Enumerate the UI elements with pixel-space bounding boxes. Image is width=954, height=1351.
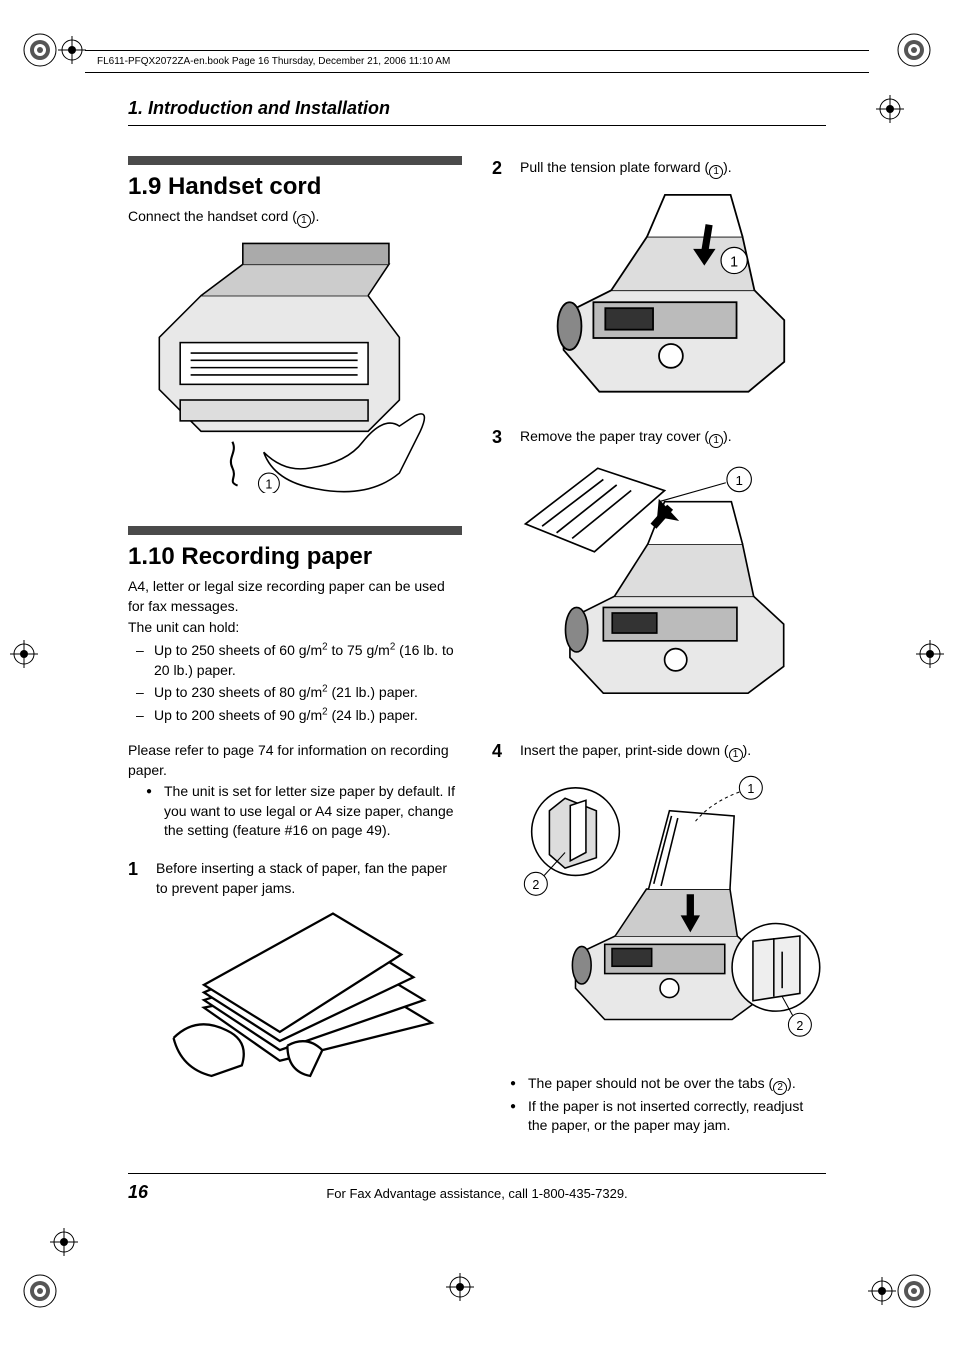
page-body: 1. Introduction and Installation 1.9 Han… [128,98,826,1221]
figure-insert-paper: 1 2 2 [492,775,826,1050]
list-item: Up to 250 sheets of 60 g/m2 to 75 g/m2 (… [154,640,462,681]
svg-text:2: 2 [532,878,539,892]
step-4: 4 Insert the paper, print-side down (1). [492,739,826,764]
target-mark-tr [876,95,904,123]
target-mark-ml [10,640,38,668]
svg-text:1: 1 [265,477,272,491]
circled-1-icon: 1 [297,214,311,228]
target-mark-mr [916,640,944,668]
handset-cord-text: Connect the handset cord (1). [128,207,462,228]
reg-mark-tr [894,30,934,70]
section-title-1-9: 1.9 Handset cord [128,173,462,201]
target-mark-tl-inner [58,36,86,64]
right-column: 2 Pull the tension plate forward (1). [492,156,826,1138]
page-number: 16 [128,1182,268,1203]
paper-insert-notes: The paper should not be over the tabs (2… [492,1074,826,1136]
paper-capacity-list: Up to 250 sheets of 60 g/m2 to 75 g/m2 (… [128,640,462,725]
figure-tension-plate: 1 [492,191,826,401]
list-item: Up to 200 sheets of 90 g/m2 (24 lb.) pap… [154,705,462,725]
svg-text:2: 2 [796,1018,803,1032]
header-rule-bot [85,72,869,73]
target-mark-br-inner [868,1277,896,1305]
circled-1-icon: 1 [729,748,743,762]
svg-text:1: 1 [747,782,754,796]
left-column: 1.9 Handset cord Connect the handset cor… [128,156,462,1138]
page-footer: 16 For Fax Advantage assistance, call 1-… [128,1173,826,1203]
step-number: 4 [492,739,506,764]
figure-fan-paper [128,908,462,1053]
footer-text: For Fax Advantage assistance, call 1-800… [268,1186,686,1201]
svg-text:1: 1 [735,473,742,488]
recording-paper-p3: Please refer to page 74 for information … [128,741,462,780]
figure-remove-tray-cover: 1 [492,460,826,715]
section-title-1-10: 1.10 Recording paper [128,543,462,571]
target-mark-bc [446,1273,474,1301]
recording-paper-p2: The unit can hold: [128,618,462,638]
list-item: The paper should not be over the tabs (2… [528,1074,826,1095]
section-bar-1-10 [128,526,462,535]
reg-mark-tl [20,30,60,70]
two-columns: 1.9 Handset cord Connect the handset cor… [128,156,826,1138]
running-header: FL611-PFQX2072ZA-en.book Page 16 Thursda… [97,56,450,67]
svg-text:1: 1 [730,254,738,270]
step-text: Insert the paper, print-side down (1). [520,739,826,764]
header-rule-top [85,50,869,51]
reg-mark-br [894,1271,934,1311]
target-mark-bl [50,1228,78,1256]
list-item: Up to 230 sheets of 80 g/m2 (21 lb.) pap… [154,682,462,702]
recording-paper-p1: A4, letter or legal size recording paper… [128,577,462,616]
chapter-title: 1. Introduction and Installation [128,98,826,126]
list-item: If the paper is not inserted correctly, … [528,1097,826,1136]
figure-handset-cord: 1 [128,238,462,488]
reg-mark-bl [20,1271,60,1311]
circled-2-icon: 2 [773,1081,787,1095]
paper-default-note: The unit is set for letter size paper by… [128,782,462,841]
list-item: The unit is set for letter size paper by… [164,782,462,841]
section-bar-1-9 [128,156,462,165]
